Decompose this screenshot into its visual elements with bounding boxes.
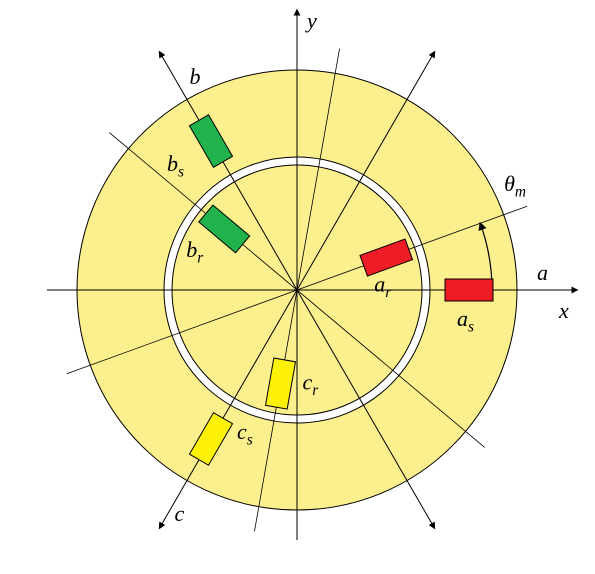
winding-rect-a_s [445, 279, 493, 301]
machine-diagram: xyabcθmasarbsbrcscr [0, 0, 595, 574]
label-a: a [537, 260, 548, 285]
label-b: b [190, 64, 201, 89]
label-x: x [558, 298, 569, 323]
winding-a_s [445, 279, 493, 301]
label-c: c [175, 501, 185, 526]
label-y: y [305, 8, 317, 33]
